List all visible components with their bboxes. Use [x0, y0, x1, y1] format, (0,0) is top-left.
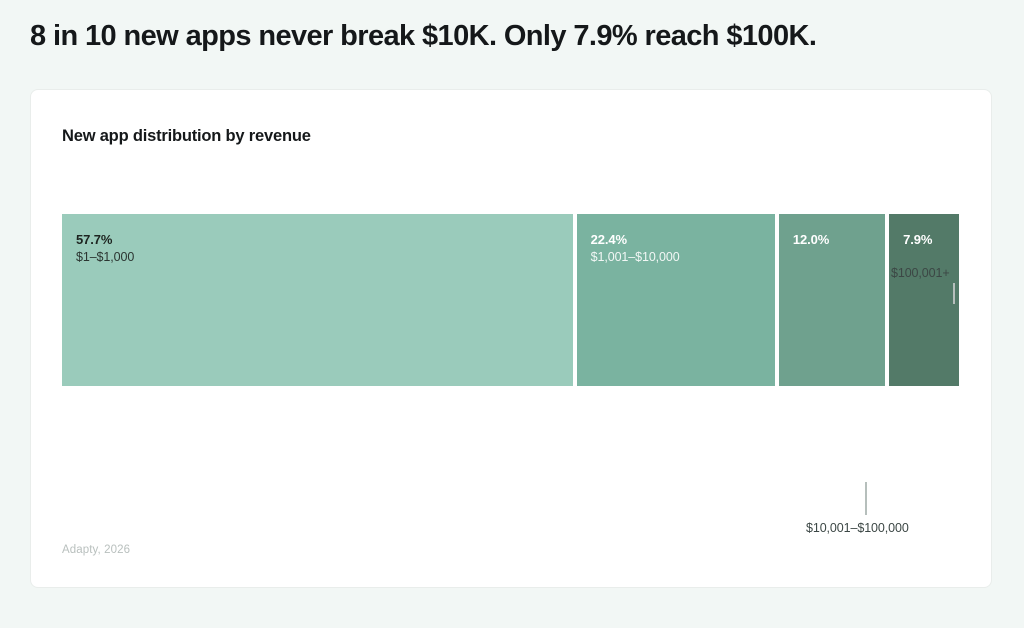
bar-segment-percent: 22.4%: [590, 232, 628, 247]
bar-segment-percent: 7.9%: [903, 232, 933, 247]
bar-segment[interactable]: 7.9%: [889, 214, 959, 386]
bar-segment[interactable]: 12.0%: [778, 214, 886, 386]
bar-segment[interactable]: 57.7% $1–$1,000: [62, 214, 573, 386]
bar-segment[interactable]: 22.4% $1,001–$10,000: [576, 214, 775, 386]
stacked-bar: 57.7% $1–$1,000 22.4% $1,001–$10,000 12.0% 7.…: [62, 214, 959, 386]
bar-segment-percent: 57.7%: [76, 232, 113, 247]
callout-label-bottom: $10,001–$100,000: [806, 521, 909, 535]
chart-plot-area: 57.7% $1–$1,000 22.4% $1,001–$10,000 12.0% 7.…: [62, 214, 959, 386]
callout-leader-line-top: [953, 283, 955, 304]
callout-label-top: $100,001+: [891, 266, 950, 280]
bar-segment-range: $1,001–$10,000: [590, 250, 680, 264]
callout-leader-line-bottom: [865, 482, 867, 515]
chart-card: New app distribution by revenue 57.7% $1–…: [30, 89, 992, 588]
bar-segment-range: $1–$1,000: [76, 250, 135, 264]
chart-title: New app distribution by revenue: [62, 127, 311, 145]
chart-source: Adapty, 2026: [62, 544, 131, 556]
page-headline: 8 in 10 new apps never break $10K. Only …: [30, 20, 817, 52]
bar-segment-percent: 12.0%: [792, 232, 830, 247]
